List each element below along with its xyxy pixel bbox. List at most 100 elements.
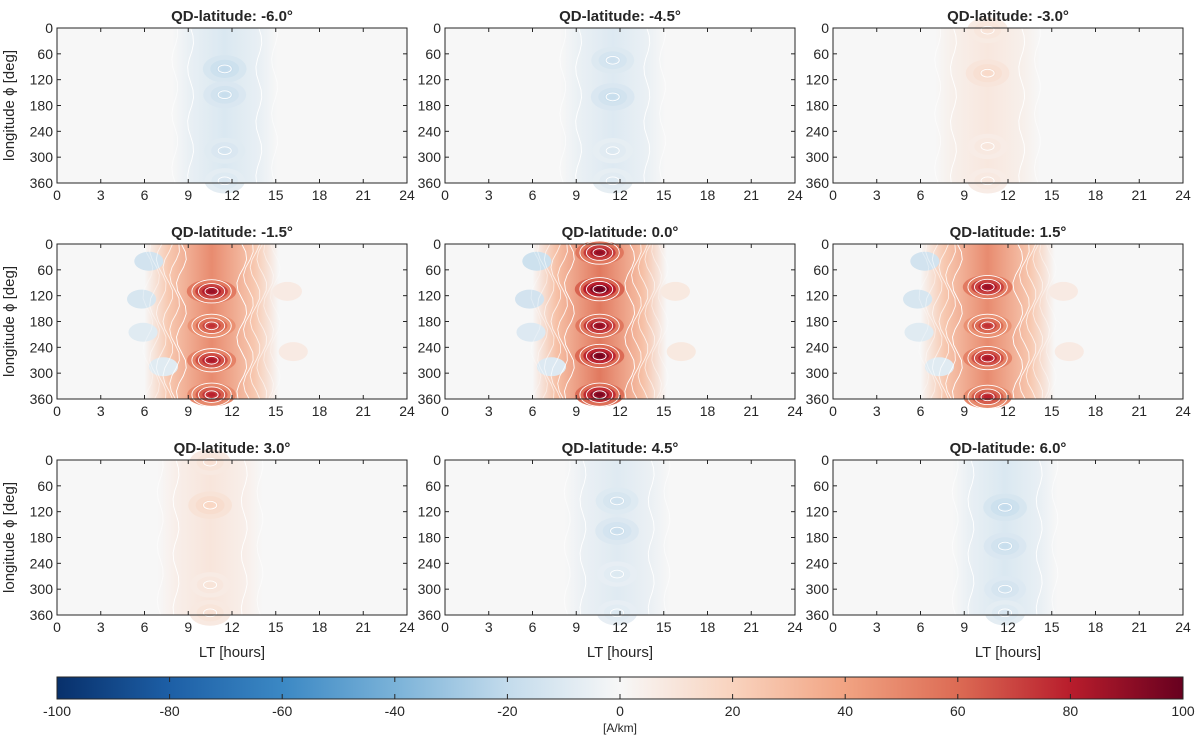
contour-ring bbox=[610, 526, 625, 536]
peak-blob bbox=[983, 394, 992, 399]
y-tick-label: 360 bbox=[30, 607, 54, 623]
y-tick-label: 360 bbox=[30, 391, 54, 407]
y-tick-label: 60 bbox=[425, 478, 441, 494]
contour-ring bbox=[191, 348, 232, 373]
contour-line bbox=[631, 243, 642, 400]
contour-ring bbox=[203, 580, 218, 590]
contour-line bbox=[249, 243, 261, 400]
y-tick-label: 300 bbox=[418, 149, 442, 165]
contour-line bbox=[255, 27, 263, 184]
contour-line bbox=[952, 243, 963, 400]
x-tick-label: 24 bbox=[399, 187, 415, 203]
peak-blob bbox=[609, 94, 617, 100]
peak-blob bbox=[983, 285, 992, 289]
peak-blob bbox=[1001, 505, 1009, 510]
panel-grid: 0 3 6 9 12 15 18 21 24060120180240300360QD-latit… bbox=[1, 8, 1191, 661]
y-tick-label: 180 bbox=[30, 98, 54, 114]
peak-blob bbox=[613, 498, 621, 504]
x-tick-label: 18 bbox=[700, 403, 716, 419]
x-tick-label: 9 bbox=[572, 403, 580, 419]
contour-ring bbox=[204, 287, 219, 296]
contour-ring bbox=[980, 25, 995, 35]
colorbar-gradient bbox=[57, 677, 1183, 699]
x-tick-label: 9 bbox=[960, 619, 968, 635]
colorbar-tick-label: 20 bbox=[725, 703, 741, 719]
x-tick-label: 6 bbox=[529, 187, 537, 203]
contour-line bbox=[271, 27, 278, 184]
peak-blob bbox=[984, 28, 991, 33]
contour-line bbox=[156, 459, 164, 616]
contour-ring bbox=[579, 382, 620, 407]
peak-blob bbox=[1001, 543, 1009, 549]
x-tick-label: 0 bbox=[829, 187, 837, 203]
y-tick-label: 60 bbox=[37, 46, 53, 62]
y-tick-label: 0 bbox=[821, 20, 829, 36]
contour-ring bbox=[198, 317, 226, 335]
contour-line bbox=[256, 459, 264, 616]
y-tick-label: 240 bbox=[418, 339, 442, 355]
x-tick-label: 21 bbox=[355, 403, 371, 419]
peak-blob bbox=[983, 323, 992, 328]
contour-ring bbox=[967, 274, 1008, 300]
contour-line bbox=[187, 27, 194, 184]
contour-line bbox=[637, 243, 649, 400]
contour-ring bbox=[191, 279, 232, 304]
panel: 0 3 6 9 12 15 18 21 24060120180240300360QD-latit… bbox=[1, 224, 415, 419]
x-tick-label: 24 bbox=[787, 403, 803, 419]
contour-ring bbox=[586, 386, 614, 403]
contour-ring bbox=[217, 146, 232, 156]
side-lobe bbox=[1054, 342, 1084, 362]
panel: 0 3 6 9 12 15 18 21 24060120180240300360QD-latit… bbox=[418, 224, 803, 419]
peak-blob bbox=[984, 71, 992, 76]
contour-line bbox=[651, 243, 662, 400]
y-tick-label: 120 bbox=[418, 504, 442, 520]
y-axis-label: longitude ϕ [deg] bbox=[1, 50, 18, 161]
y-tick-label: 360 bbox=[418, 175, 442, 191]
contour-ring bbox=[586, 317, 614, 335]
contour-line bbox=[155, 243, 167, 400]
y-tick-label: 0 bbox=[433, 452, 441, 468]
x-tick-label: 6 bbox=[917, 187, 925, 203]
contour-line bbox=[1032, 243, 1044, 400]
contour-ring bbox=[579, 240, 620, 265]
contour-ring bbox=[974, 278, 1002, 296]
contour-line bbox=[1045, 243, 1057, 400]
peak-blob bbox=[221, 66, 229, 72]
contour-line bbox=[149, 243, 160, 400]
contour-line bbox=[543, 243, 555, 400]
x-tick-label: 3 bbox=[97, 619, 105, 635]
x-tick-label: 21 bbox=[743, 619, 759, 635]
peak-blob bbox=[206, 503, 214, 508]
y-tick-label: 360 bbox=[806, 391, 830, 407]
y-tick-label: 300 bbox=[418, 581, 442, 597]
x-tick-label: 9 bbox=[184, 187, 192, 203]
x-tick-label: 12 bbox=[224, 403, 240, 419]
panel: 0 3 6 9 12 15 18 21 24060120180240300360QD-latit… bbox=[1, 440, 415, 661]
contour-ring bbox=[605, 146, 620, 156]
y-tick-label: 60 bbox=[425, 46, 441, 62]
y-tick-label: 60 bbox=[813, 478, 829, 494]
contour-ring bbox=[967, 346, 1008, 371]
peak-blob bbox=[984, 144, 991, 149]
y-tick-label: 300 bbox=[806, 581, 830, 597]
y-tick-label: 180 bbox=[806, 530, 830, 546]
side-lobe bbox=[910, 251, 940, 271]
panel-title: QD-latitude: 6.0° bbox=[950, 440, 1067, 457]
contour-line bbox=[945, 243, 956, 400]
contour-ring bbox=[998, 503, 1013, 512]
contour-ring bbox=[592, 248, 607, 257]
x-tick-label: 9 bbox=[572, 619, 580, 635]
x-tick-label: 9 bbox=[960, 403, 968, 419]
x-tick-label: 0 bbox=[829, 403, 837, 419]
y-tick-label: 240 bbox=[418, 555, 442, 571]
y-tick-label: 0 bbox=[45, 20, 53, 36]
contour-ring bbox=[217, 90, 232, 100]
contour-line bbox=[550, 243, 562, 400]
peak-blob bbox=[207, 289, 216, 294]
contour-line bbox=[657, 243, 669, 400]
x-tick-label: 3 bbox=[873, 403, 881, 419]
y-tick-label: 60 bbox=[813, 262, 829, 278]
contour-line bbox=[1025, 243, 1037, 400]
x-tick-label: 12 bbox=[224, 187, 240, 203]
